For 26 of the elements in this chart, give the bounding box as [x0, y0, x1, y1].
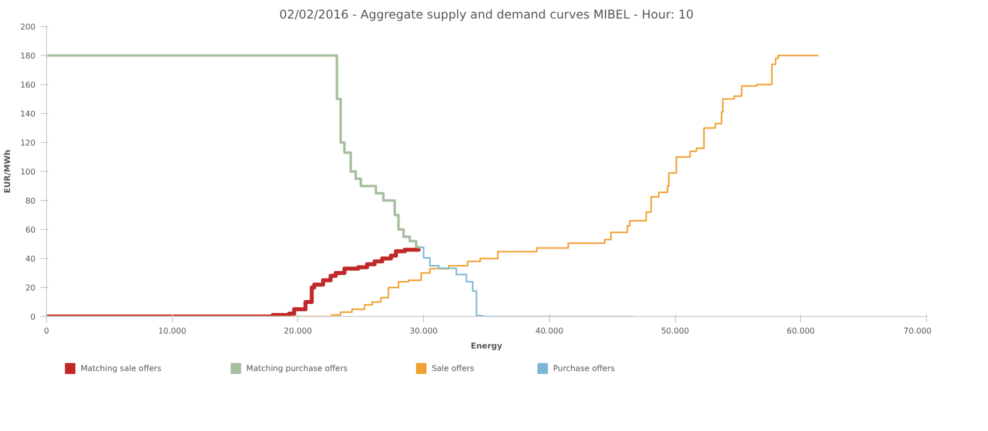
y-tick-label: 80: [25, 196, 36, 206]
x-tick-label: 30.000: [410, 326, 438, 336]
x-tick-label: 10.000: [158, 326, 186, 336]
y-tick-label: 180: [20, 52, 36, 60]
y-tick-label: 60: [25, 226, 36, 234]
x-tick-label: 0: [44, 326, 50, 336]
x-tick-label: 40.000: [535, 326, 564, 336]
legend-label: Matching purchase offers: [246, 364, 348, 373]
chart-title: 02/02/2016 - Aggregate supply and demand curves MIBEL - Hour: 10: [279, 8, 694, 22]
y-tick-label: 100: [20, 168, 36, 176]
y-axis-title: EUR/MWh: [3, 149, 12, 194]
y-tick-label: 0: [30, 312, 36, 322]
x-tick-label: 70.000: [904, 326, 932, 336]
legend-label: Matching sale offers: [80, 364, 162, 373]
x-axis-title: Energy: [470, 342, 504, 350]
y-tick-label: 160: [20, 80, 36, 90]
legend-label: Purchase offers: [553, 364, 615, 373]
y-tick-label: 40: [25, 254, 36, 264]
legend-label: Sale offers: [432, 364, 474, 373]
x-tick-label: 20.000: [284, 326, 312, 336]
x-tick-label: 50.000: [661, 326, 690, 336]
y-tick-label: 20: [25, 284, 36, 292]
y-tick-label: 120: [20, 138, 36, 148]
x-tick-label: 60.000: [786, 326, 815, 336]
y-tick-label: 140: [20, 110, 36, 118]
y-tick-label: 200: [20, 22, 36, 32]
